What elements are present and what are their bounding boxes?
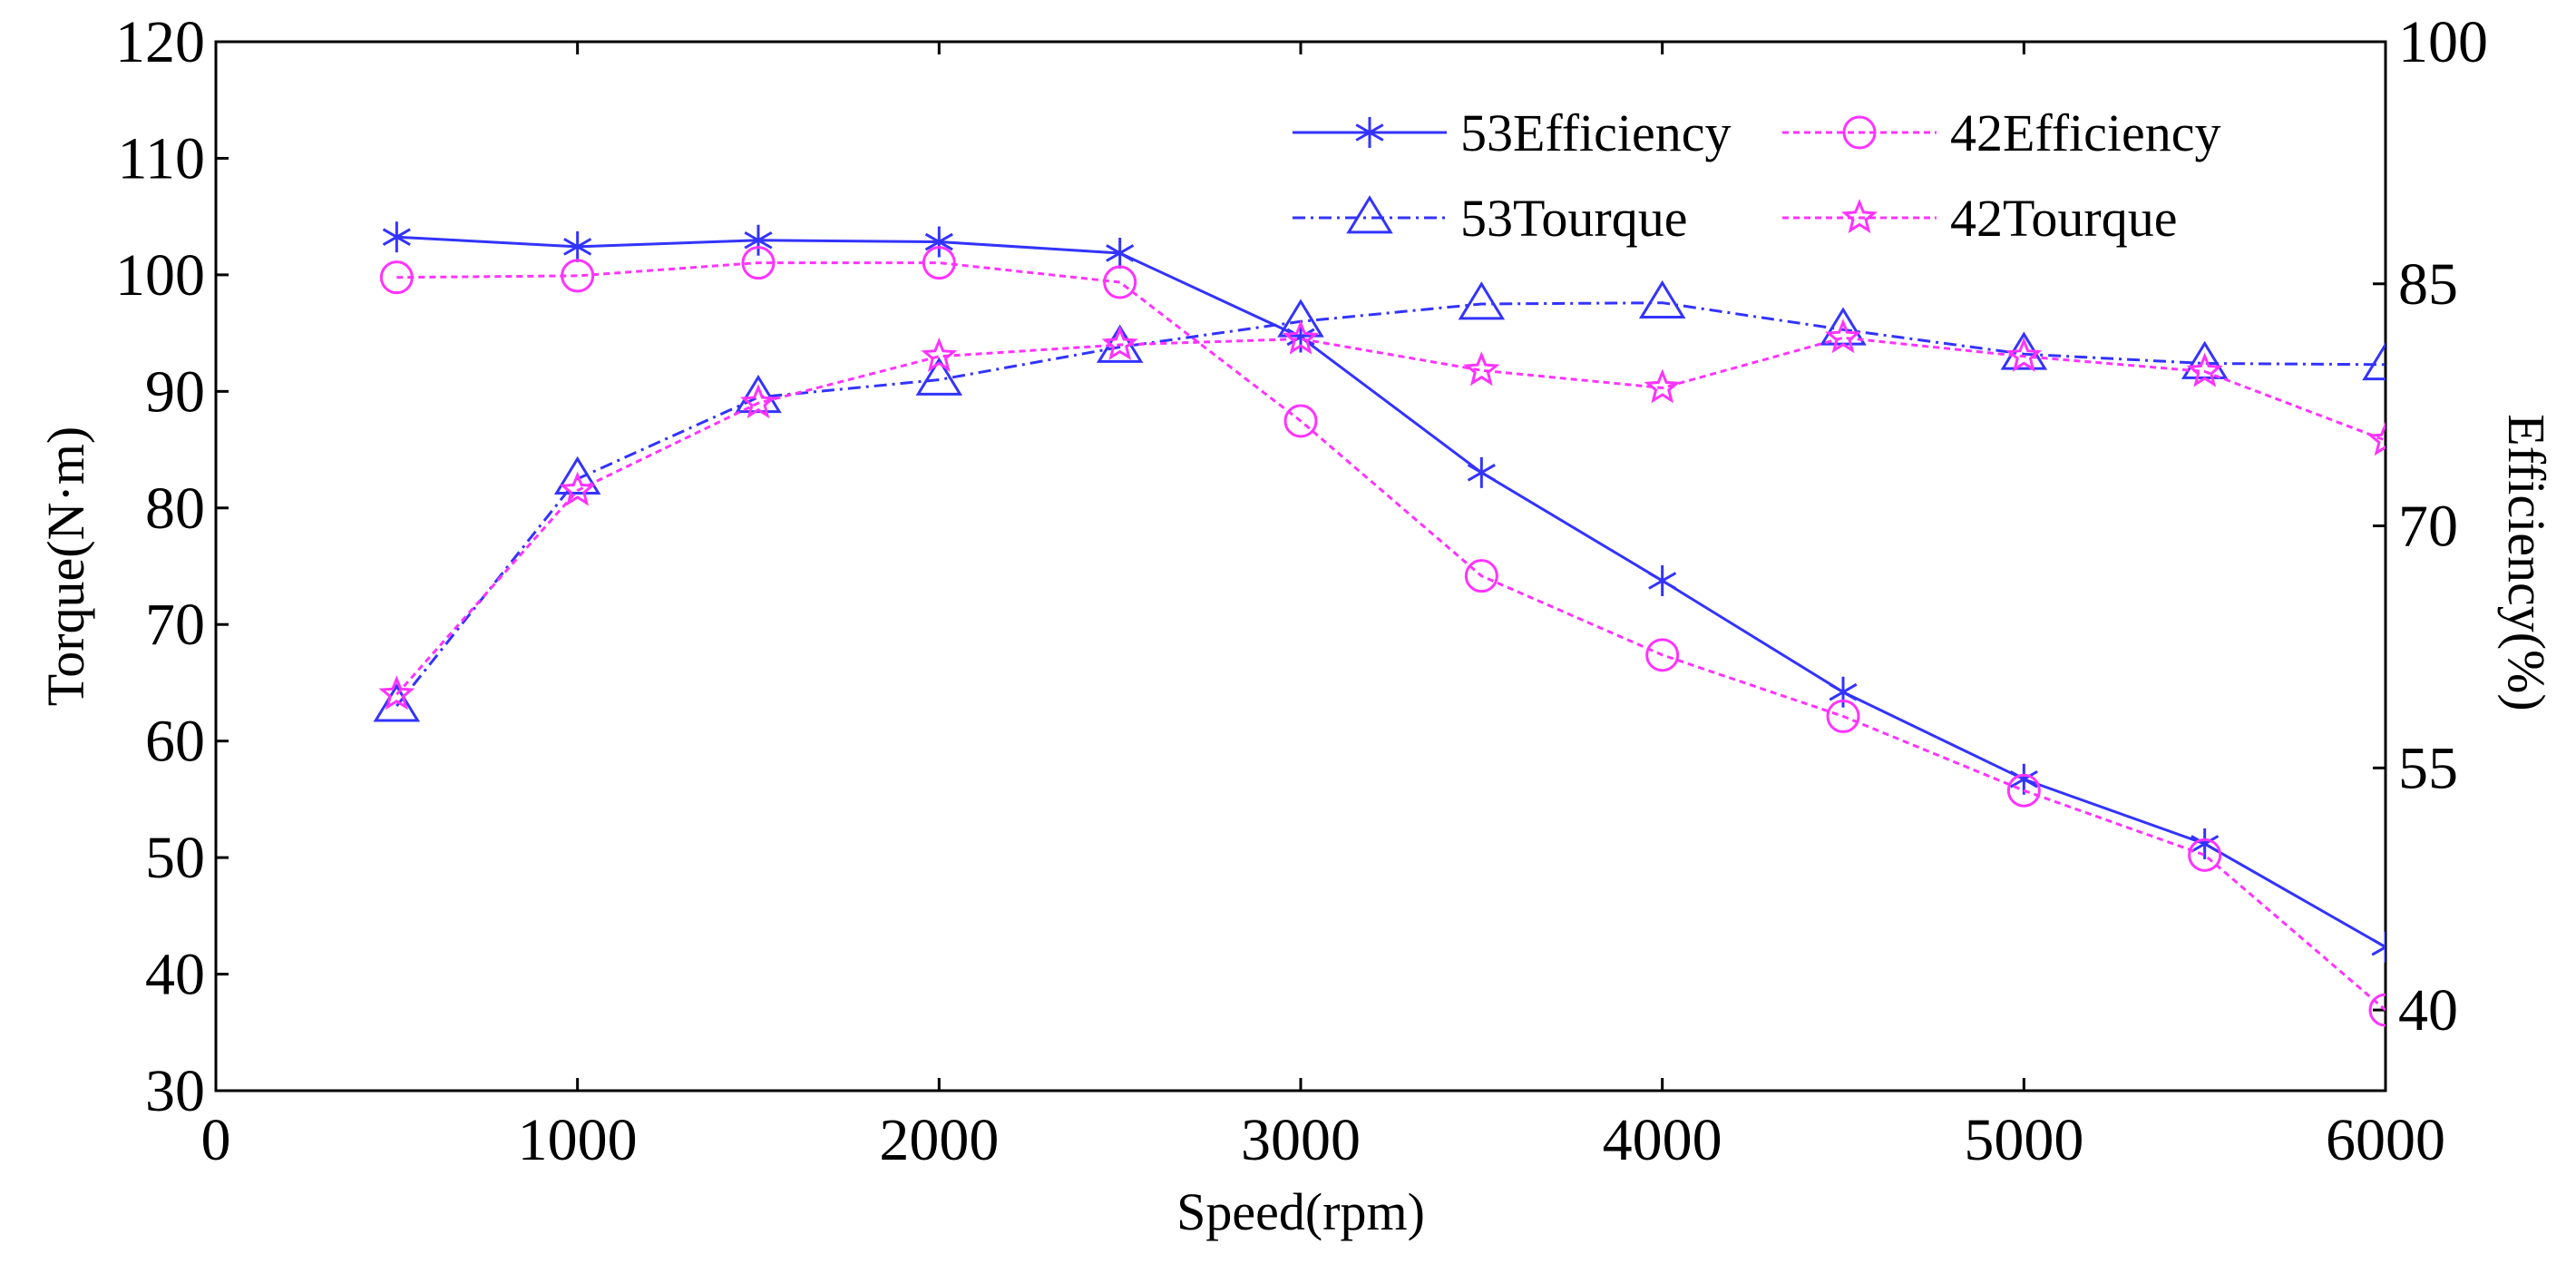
marker-42tourque [1644, 368, 1681, 404]
legend-label: 53Tourque [1460, 189, 1687, 248]
y-left-tick-label: 110 [117, 125, 205, 191]
legend-marker [1840, 198, 1878, 234]
marker-42efficiency [1283, 404, 1318, 438]
marker-53tourque [2362, 341, 2386, 381]
y-right-tick-label: 70 [2398, 494, 2458, 560]
y-left-tick-label: 90 [145, 358, 205, 425]
legend-label: 42Efficiency [1950, 103, 2220, 162]
x-tick-label: 4000 [1603, 1107, 1722, 1173]
marker-53efficiency [744, 224, 773, 256]
marker-42tourque [2366, 421, 2386, 456]
series-line-42efficiency [396, 261, 2386, 1012]
marker-42tourque [921, 337, 958, 372]
marker-53tourque [1277, 299, 1324, 338]
y-left-tick-label: 50 [145, 825, 205, 891]
marker-42efficiency [1826, 699, 1860, 733]
y-left-axis-title: Torque(N·m) [36, 426, 95, 706]
marker-42tourque [559, 471, 596, 506]
marker-53efficiency [563, 230, 592, 262]
marker-42tourque [378, 675, 415, 710]
marker-53efficiency [2371, 931, 2386, 963]
legend-label: 42Tourque [1950, 189, 2177, 248]
marker-53tourque [915, 357, 963, 396]
marker-42tourque [2005, 337, 2043, 372]
marker-53tourque [1638, 279, 1686, 319]
x-axis-title: Speed(rpm) [1176, 1182, 1425, 1241]
marker-42tourque [739, 384, 777, 419]
series-line-42tourque [395, 336, 2386, 696]
marker-53efficiency [1106, 237, 1135, 269]
y-right-tick-label: 85 [2398, 251, 2458, 318]
marker-53tourque [1458, 281, 1506, 320]
marker-42efficiency [561, 259, 595, 293]
y-left-tick-label: 70 [145, 592, 205, 658]
legend: 53Efficiency 42Efficiency 53Tourque 42Tourq… [1293, 103, 2220, 248]
series-53tourque [373, 279, 2386, 722]
y-right-tick-label: 40 [2398, 977, 2458, 1044]
legend-entry-42tourque: 42Tourque [1782, 189, 2177, 248]
y-left-tick-label: 30 [145, 1058, 205, 1124]
marker-53efficiency [382, 221, 411, 253]
legend-label: 53Efficiency [1460, 103, 1731, 162]
x-tick-label: 6000 [2326, 1107, 2445, 1173]
legend-entry-53efficiency: 53Efficiency [1293, 103, 1731, 162]
marker-42efficiency [2006, 773, 2041, 808]
series-layer [373, 221, 2386, 1027]
marker-42efficiency [741, 246, 776, 280]
marker-42tourque [1101, 325, 1138, 360]
series-line-53tourque [395, 301, 2386, 708]
marker-42tourque [1463, 351, 1500, 387]
marker-42efficiency [922, 246, 956, 280]
marker-42efficiency [1645, 638, 1680, 672]
marker-42efficiency [2188, 838, 2222, 872]
marker-42efficiency [379, 260, 414, 295]
marker-53efficiency [924, 226, 953, 258]
x-tick-label: 3000 [1241, 1107, 1361, 1173]
legend-entry-53tourque: 53Tourque [1293, 189, 1687, 248]
y-right-axis-title: Efficiency(%) [2497, 414, 2556, 710]
legend-marker [1346, 195, 1393, 234]
series-53efficiency [382, 221, 2386, 963]
marker-53efficiency [2009, 763, 2038, 795]
y-left-tick-label: 120 [115, 9, 205, 75]
marker-53tourque [373, 683, 421, 722]
x-tick-label: 5000 [1964, 1107, 2083, 1173]
marker-42tourque [1282, 319, 1320, 355]
series-42efficiency [379, 246, 2386, 1027]
marker-42efficiency [1103, 265, 1137, 299]
x-tick-label: 2000 [879, 1107, 999, 1173]
marker-53efficiency [1829, 676, 1858, 708]
y-right-axis-ticks: 40 55 70 85 100 [2373, 9, 2488, 1044]
y-left-tick-label: 80 [145, 475, 205, 542]
legend-marker [1355, 117, 1384, 148]
series-line-53efficiency [396, 235, 2386, 949]
marker-42efficiency [1464, 559, 1498, 593]
y-right-tick-label: 55 [2398, 735, 2458, 801]
x-tick-label: 0 [201, 1107, 231, 1173]
marker-53efficiency [2191, 828, 2220, 859]
legend-entry-42efficiency: 42Efficiency [1782, 103, 2220, 162]
marker-53tourque [735, 374, 782, 414]
legend-marker [1842, 115, 1877, 150]
series-42tourque [378, 318, 2386, 710]
marker-53tourque [553, 456, 601, 495]
x-tick-label: 1000 [518, 1107, 638, 1173]
x-axis-ticks: 0 1000 2000 3000 4000 5000 6000 [201, 42, 2445, 1173]
y-left-tick-label: 60 [145, 709, 205, 775]
y-left-axis-ticks: 30 40 50 60 70 80 90 100 110 120 [115, 9, 229, 1124]
marker-42efficiency [2368, 993, 2386, 1027]
marker-42tourque [2186, 352, 2223, 387]
marker-53efficiency [1648, 565, 1677, 597]
marker-42tourque [1824, 318, 1862, 354]
marker-53efficiency [1467, 456, 1496, 488]
y-left-tick-label: 40 [145, 942, 205, 1008]
y-left-tick-label: 100 [115, 242, 205, 309]
y-right-tick-label: 100 [2398, 9, 2488, 75]
